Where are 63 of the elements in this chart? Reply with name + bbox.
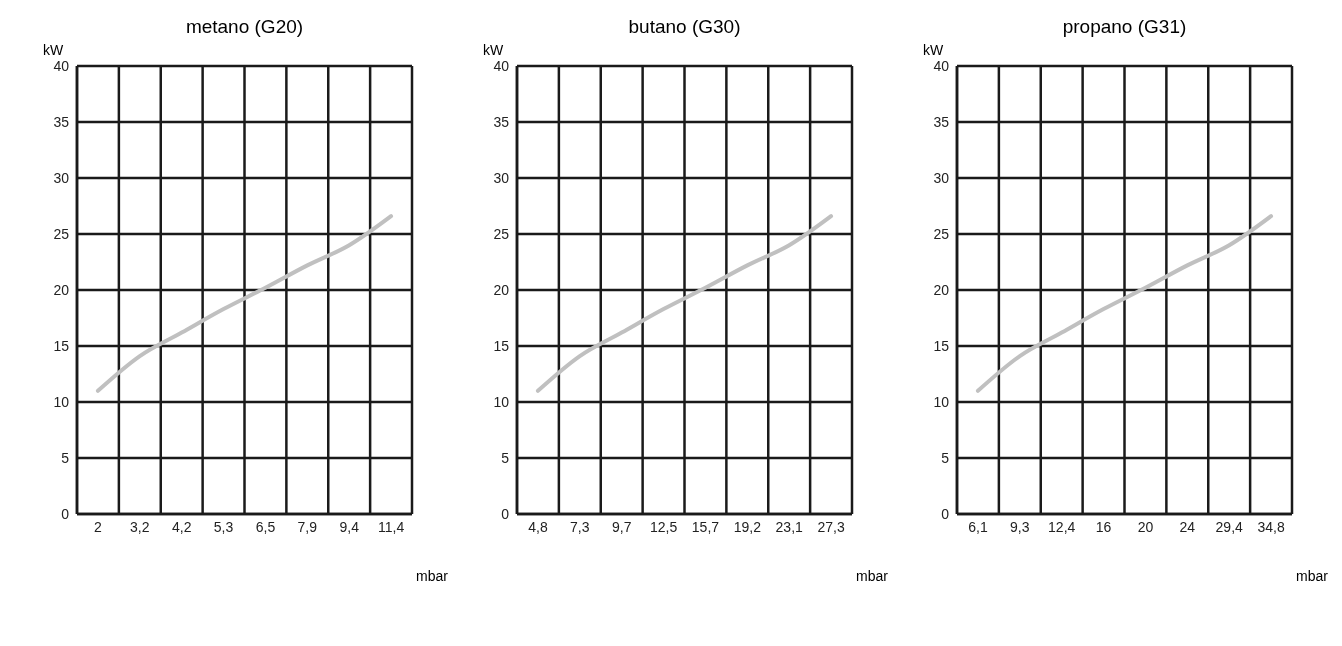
- x-tick-label: 4,8: [528, 518, 548, 535]
- y-tick-label: 15: [493, 337, 510, 354]
- y-tick-label: 0: [501, 505, 510, 522]
- x-tick-label: 34,8: [1257, 518, 1285, 535]
- x-axis-title: mbar: [1296, 568, 1328, 584]
- x-tick-label: 11,4: [377, 518, 405, 535]
- x-tick-label: 9,3: [1010, 518, 1030, 535]
- y-tick-label: 0: [941, 505, 950, 522]
- y-tick-label: 20: [493, 281, 510, 298]
- y-tick-label: 10: [493, 393, 510, 410]
- y-tick-label: 15: [53, 337, 70, 354]
- x-tick-label: 29,4: [1215, 518, 1244, 535]
- y-tick-label: 25: [493, 225, 510, 242]
- y-tick-label: 35: [53, 113, 70, 130]
- x-tick-label: 6,5: [255, 518, 276, 535]
- y-tick-label: 30: [53, 169, 70, 186]
- y-tick-label: 10: [53, 393, 70, 410]
- y-axis-title: kW: [483, 42, 504, 58]
- chart-title: metano (G20): [184, 16, 305, 38]
- y-tick-label: 20: [933, 281, 950, 298]
- y-axis-title: kW: [43, 42, 64, 58]
- y-tick-label: 0: [61, 505, 70, 522]
- x-tick-label: 24: [1179, 518, 1196, 535]
- x-tick-label: 9,4: [339, 518, 360, 535]
- x-tick-label: 15,7: [691, 518, 720, 535]
- x-tick-label: 5,3: [213, 518, 234, 535]
- x-tick-label: 12,5: [649, 518, 678, 535]
- y-tick-label: 30: [933, 169, 950, 186]
- y-tick-label: 25: [53, 225, 70, 242]
- y-tick-label: 35: [493, 113, 510, 130]
- y-tick-label: 30: [493, 169, 510, 186]
- y-tick-label: 25: [933, 225, 950, 242]
- x-tick-label: 7,3: [570, 518, 590, 535]
- y-tick-label: 35: [933, 113, 950, 130]
- y-tick-label: 40: [933, 57, 950, 74]
- line-series: [95, 214, 394, 393]
- x-tick-label: 7,9: [297, 518, 318, 535]
- x-tick-label: 6,1: [968, 518, 988, 535]
- y-tick-label: 40: [493, 57, 510, 74]
- x-tick-label: 20: [1137, 518, 1154, 535]
- line-series: [975, 214, 1274, 393]
- y-tick-label: 5: [501, 449, 510, 466]
- x-tick-label: 27,3: [817, 518, 845, 535]
- y-tick-label: 15: [933, 337, 950, 354]
- y-axis-title: kW: [923, 42, 944, 58]
- x-tick-label: 9,7: [611, 518, 632, 535]
- x-tick-label: 23,1: [775, 518, 804, 535]
- x-tick-label: 3,2: [130, 518, 150, 535]
- x-axis-title: mbar: [416, 568, 448, 584]
- x-tick-label: 16: [1095, 518, 1112, 535]
- chart-title: propano (G31): [1061, 16, 1188, 38]
- x-tick-label: 19,2: [733, 518, 762, 535]
- x-tick-label: 12,4: [1048, 518, 1076, 535]
- y-tick-label: 40: [53, 57, 70, 74]
- chart-title: butano (G30): [627, 16, 742, 38]
- line-series: [535, 214, 834, 393]
- x-tick-label: 2: [94, 518, 103, 535]
- y-tick-label: 5: [941, 449, 950, 466]
- y-tick-label: 5: [61, 449, 70, 466]
- x-tick-label: 4,2: [171, 518, 192, 535]
- y-tick-label: 10: [933, 393, 950, 410]
- x-axis-title: mbar: [856, 568, 888, 584]
- y-tick-label: 20: [53, 281, 70, 298]
